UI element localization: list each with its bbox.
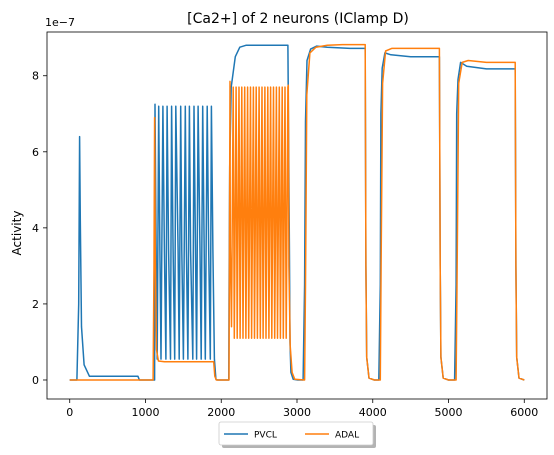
series-line-adal — [69, 43, 525, 381]
y-axis: 0 2 4 6 8 — [32, 70, 47, 387]
y-tick-label: 4 — [32, 222, 39, 235]
x-axis: 0 1000 2000 3000 4000 5000 6000 — [66, 399, 538, 419]
y-tick-label: 0 — [32, 374, 39, 387]
x-tick-label: 6000 — [510, 406, 538, 419]
x-tick-label: 1000 — [131, 406, 159, 419]
y-tick-label: 2 — [32, 298, 39, 311]
series-line-pvcl — [69, 44, 525, 381]
x-tick-label: 2000 — [207, 406, 235, 419]
y-offset-label: 1e−7 — [45, 16, 75, 29]
y-axis-label: Activity — [10, 211, 24, 256]
y-tick-label: 6 — [32, 146, 39, 159]
legend: PVCL ADAL — [218, 421, 376, 448]
legend-box — [218, 421, 374, 446]
x-tick-label: 0 — [66, 406, 73, 419]
legend-label-adal: ADAL — [335, 431, 359, 441]
x-tick-label: 4000 — [359, 406, 387, 419]
plot-frame — [46, 31, 548, 400]
x-tick-label: 5000 — [435, 406, 463, 419]
chart-title: [Ca2+] of 2 neurons (IClamp D) — [187, 11, 409, 27]
y-tick-label: 8 — [32, 70, 39, 83]
legend-label-pvcl: PVCL — [254, 431, 277, 441]
plot-lines — [69, 43, 525, 381]
x-tick-label: 3000 — [283, 406, 311, 419]
